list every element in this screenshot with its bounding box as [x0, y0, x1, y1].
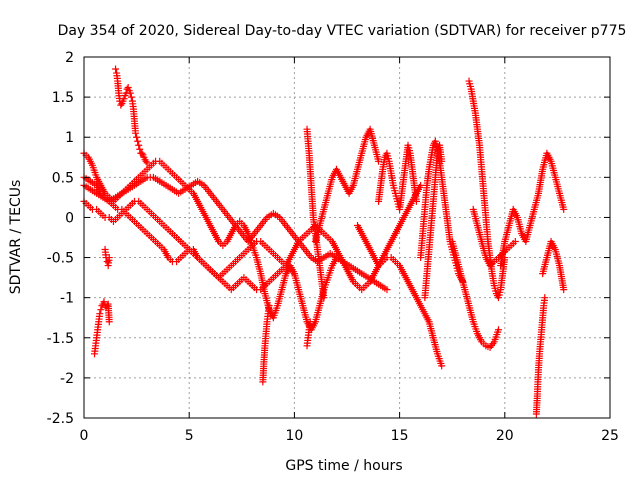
data-point [136, 145, 144, 153]
data-point [97, 306, 105, 314]
y-tick-label: 0 [65, 210, 74, 226]
data-points [80, 65, 568, 418]
data-point [134, 137, 142, 145]
y-tick-label: 1 [65, 130, 74, 146]
data-point [133, 133, 141, 141]
data-point [290, 270, 298, 278]
axis-ticks: 0 5 10 15 20 25 2 1.5 1 0.5 0 -0.5 -1 -1.5 -2 -2.5 [47, 50, 619, 444]
x-tick-label: 15 [391, 428, 409, 444]
data-point [117, 101, 125, 109]
data-point [511, 238, 519, 246]
x-tick-label: 0 [80, 428, 89, 444]
y-tick-label: 1.5 [52, 90, 74, 106]
data-point [100, 298, 108, 306]
y-tick-label: -2.5 [47, 411, 74, 427]
y-axis-label: SDTVAR / TECUs [8, 180, 24, 295]
x-tick-label: 5 [185, 428, 194, 444]
x-tick-label: 10 [285, 428, 303, 444]
y-tick-label: 2 [65, 50, 74, 66]
data-point [560, 286, 568, 294]
x-tick-label: 20 [496, 428, 514, 444]
data-point [112, 65, 120, 73]
data-point [138, 149, 146, 157]
data-point [438, 157, 446, 165]
data-point [306, 318, 314, 326]
y-tick-label: -0.5 [47, 251, 74, 267]
data-point [412, 197, 420, 205]
data-point [560, 205, 568, 213]
x-tick-label: 25 [601, 428, 619, 444]
y-tick-label: -1.5 [47, 331, 74, 347]
data-point [105, 254, 113, 262]
data-point [320, 294, 328, 302]
data-point [105, 318, 113, 326]
y-tick-label: 0.5 [52, 170, 74, 186]
data-point [541, 294, 549, 302]
data-point [135, 141, 143, 149]
data-point [375, 157, 383, 165]
data-point [438, 362, 446, 370]
plot-frame [83, 56, 611, 419]
data-point [143, 159, 151, 167]
y-tick-label: -1 [60, 291, 74, 307]
data-point [265, 302, 273, 310]
x-axis-label: GPS time / hours [285, 458, 402, 474]
data-point [127, 93, 135, 101]
data-point [383, 286, 391, 294]
data-point [96, 310, 104, 318]
data-point [126, 89, 134, 97]
data-point [494, 326, 502, 334]
chart-title: Day 354 of 2020, Sidereal Day-to-day VTE… [58, 23, 627, 39]
y-tick-label: -2 [60, 371, 74, 387]
data-point [124, 83, 132, 91]
data-point [120, 95, 128, 103]
data-point [417, 181, 425, 189]
data-point [142, 157, 150, 165]
data-point [132, 129, 140, 137]
